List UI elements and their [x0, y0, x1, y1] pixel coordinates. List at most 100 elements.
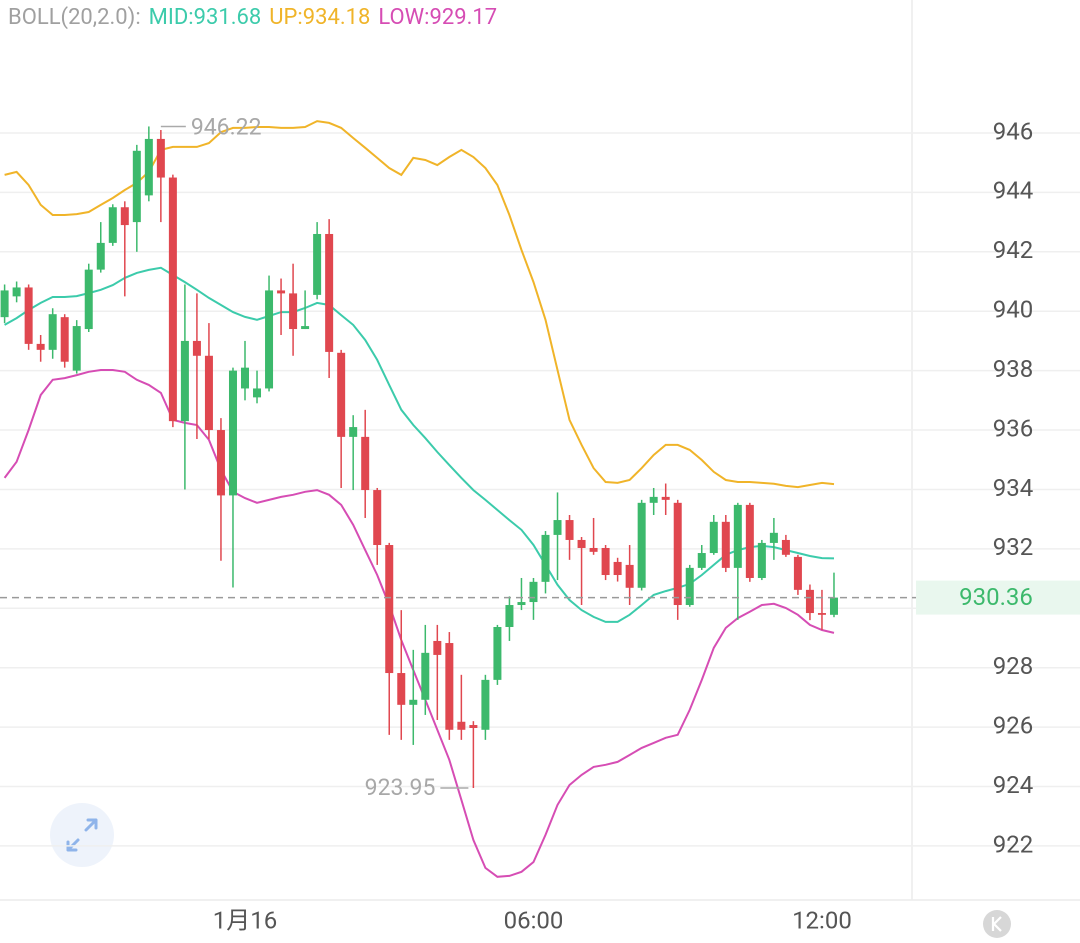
candle-body	[781, 539, 790, 555]
collapse-icon[interactable]	[991, 916, 1002, 932]
candle-body	[529, 581, 538, 603]
legend-value: 934.18	[303, 5, 371, 30]
candle-body	[12, 287, 21, 297]
bands	[3, 120, 835, 878]
candle-body	[757, 542, 766, 578]
candle-body	[204, 355, 213, 431]
candle-body	[96, 242, 105, 270]
candle-body	[493, 626, 502, 680]
candle-body	[120, 207, 129, 226]
candle-body	[745, 504, 754, 578]
candle-body	[397, 673, 406, 705]
candle-body	[421, 652, 430, 700]
candle-body	[505, 605, 514, 627]
band-line	[4, 120, 835, 489]
candle-body	[457, 721, 466, 730]
candle-body	[0, 290, 9, 318]
candle-body	[517, 602, 526, 606]
legend-name: LOW	[378, 5, 424, 30]
y-tick-label: 926	[993, 711, 1033, 739]
candle-body	[84, 269, 93, 330]
legend-separator: :	[297, 5, 302, 30]
max-label: 946.22	[191, 114, 262, 141]
overlay: 946.22 923.95 930.36	[0, 114, 1080, 801]
collapse-button-bg[interactable]	[983, 910, 1011, 938]
y-tick-label: 924	[993, 771, 1033, 799]
y-tick-label: 944	[993, 177, 1033, 205]
candle-body	[601, 547, 610, 576]
candle-body	[709, 521, 718, 554]
candle-body	[277, 290, 286, 294]
candle-body	[349, 427, 358, 437]
candle-body	[337, 352, 346, 437]
candle-body	[589, 547, 598, 552]
candle-body	[144, 138, 153, 196]
y-tick-label: 936	[993, 414, 1033, 442]
candle-body	[625, 564, 634, 588]
last-price-box	[916, 580, 1080, 615]
legend-name: UP	[269, 5, 297, 30]
y-tick-label: 934	[993, 474, 1033, 502]
candle-body	[637, 502, 646, 588]
x-tick-label: 12:00	[792, 906, 852, 934]
y-tick-label: 922	[993, 830, 1033, 858]
x-tick-label: 1月16	[213, 906, 277, 934]
band-line	[3, 369, 835, 878]
legend-separator: :	[424, 5, 429, 30]
candle-body	[649, 496, 658, 503]
candle-body	[289, 293, 298, 330]
candle-body	[241, 367, 249, 389]
candle-body	[36, 343, 45, 350]
candle-body	[385, 545, 394, 674]
x-tick-label: 06:00	[504, 906, 564, 934]
candle-body	[445, 643, 454, 730]
candle-body	[216, 430, 225, 496]
candle-body	[301, 326, 310, 330]
candle-body	[565, 520, 574, 540]
legend-value: 931.68	[194, 5, 262, 30]
candle-body	[433, 640, 442, 655]
candle-body	[685, 567, 694, 606]
candle-body	[361, 436, 370, 491]
candle-body	[541, 534, 550, 582]
candle-body	[469, 725, 478, 728]
candle-body	[829, 597, 838, 615]
candle-body	[132, 150, 141, 223]
legend-name: MID	[149, 5, 189, 30]
candle-body	[325, 233, 334, 352]
candle-body	[265, 290, 274, 389]
last-price-label: 930.36	[959, 583, 1033, 611]
legend-indicator: BOLL(20,2.0):	[8, 5, 141, 30]
candle-body	[156, 138, 165, 178]
candle-body	[721, 521, 730, 568]
grid: 9229249269289309329349369389409429449461…	[0, 117, 1080, 934]
candle-body	[48, 314, 57, 350]
candle-body	[769, 532, 778, 543]
expand-button[interactable]	[50, 803, 114, 867]
candle-body	[613, 561, 622, 576]
candle-body	[733, 504, 742, 568]
candle-body	[108, 207, 117, 243]
candle-body	[373, 490, 382, 546]
y-tick-label: 932	[993, 533, 1033, 561]
expand-button-bg[interactable]	[50, 803, 114, 867]
candle-body	[60, 317, 69, 362]
band-line	[4, 266, 835, 623]
candle-body	[313, 233, 322, 295]
candle-body	[72, 326, 81, 371]
candle-body	[180, 340, 189, 422]
candle-body	[661, 496, 670, 500]
candle-body	[577, 539, 586, 548]
legend-value: 929.17	[430, 5, 498, 30]
candle-body	[168, 177, 177, 422]
min-label: 923.95	[365, 774, 436, 801]
candle-body	[553, 520, 562, 535]
collapse-button[interactable]	[983, 910, 1011, 938]
candle-body	[253, 388, 262, 398]
y-tick-label: 928	[993, 652, 1033, 680]
y-tick-label: 940	[993, 296, 1033, 324]
y-tick-label: 938	[993, 355, 1033, 383]
candle-body	[228, 370, 237, 496]
candle-body	[409, 699, 418, 705]
